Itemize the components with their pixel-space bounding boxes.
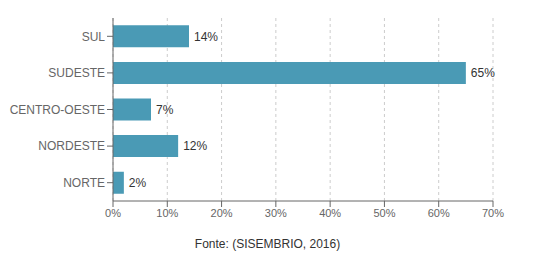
svg-text:14%: 14%: [194, 30, 218, 44]
svg-text:10%: 10%: [156, 207, 178, 219]
svg-text:NORDESTE: NORDESTE: [38, 139, 105, 153]
html-text:Fonte: (SISEMBRIO, 2016): Fonte: (SISEMBRIO, 2016): [194, 237, 341, 251]
svg-text:30%: 30%: [265, 207, 287, 219]
svg-text:12%: 12%: [183, 139, 207, 153]
svg-text:SUDESTE: SUDESTE: [48, 66, 105, 80]
svg-text:7%: 7%: [156, 103, 174, 117]
svg-text:2%: 2%: [129, 176, 147, 190]
svg-text:70%: 70%: [482, 207, 504, 219]
svg-text:20%: 20%: [211, 207, 233, 219]
svg-text:40%: 40%: [319, 207, 341, 219]
svg-text:65%: 65%: [471, 66, 495, 80]
svg-text:50%: 50%: [373, 207, 395, 219]
svg-text:SUL: SUL: [82, 30, 106, 44]
svg-text:0%: 0%: [105, 207, 121, 219]
svg-text:60%: 60%: [428, 207, 450, 219]
svg-text:NORTE: NORTE: [63, 176, 105, 190]
svg-text:CENTRO-OESTE: CENTRO-OESTE: [10, 103, 105, 117]
